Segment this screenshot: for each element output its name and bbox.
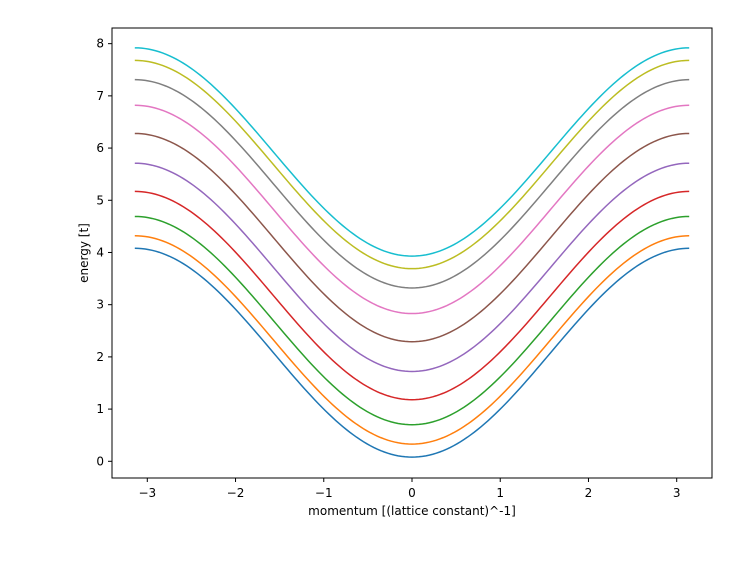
x-tick-label: −1 xyxy=(315,486,333,500)
x-tick-label: 2 xyxy=(585,486,593,500)
series-line-5 xyxy=(134,162,690,373)
y-axis-ticks: 0 1 2 3 4 5 6 7 8 xyxy=(96,37,112,468)
y-tick-label: 3 xyxy=(96,298,104,312)
series-line-1 xyxy=(134,247,690,458)
y-tick-label: 6 xyxy=(96,141,104,155)
y-tick-label: 8 xyxy=(96,37,104,51)
series-line-6 xyxy=(134,132,690,343)
y-tick-label: 2 xyxy=(96,350,104,364)
x-tick-label: −3 xyxy=(138,486,156,500)
y-tick-label: 4 xyxy=(96,245,104,259)
x-tick-label: 3 xyxy=(673,486,681,500)
x-tick-label: −2 xyxy=(227,486,245,500)
series-line-2 xyxy=(134,235,690,445)
y-tick-label: 5 xyxy=(96,193,104,207)
y-axis-label: energy [t] xyxy=(77,223,91,283)
series-line-8 xyxy=(134,78,690,289)
x-axis-label: momentum [(lattice constant)^-1] xyxy=(308,504,516,518)
series-line-4 xyxy=(134,190,690,401)
x-axis-ticks: −3 −2 −1 0 1 2 3 xyxy=(138,478,681,500)
series-line-3 xyxy=(134,215,690,426)
series-line-7 xyxy=(134,104,690,315)
series-line-9 xyxy=(134,59,690,270)
y-tick-label: 1 xyxy=(96,402,104,416)
series-lines xyxy=(134,47,690,458)
y-tick-label: 0 xyxy=(96,454,104,468)
x-tick-label: 1 xyxy=(496,486,504,500)
y-tick-label: 7 xyxy=(96,89,104,103)
x-tick-label: 0 xyxy=(408,486,416,500)
series-line-10 xyxy=(134,47,690,257)
